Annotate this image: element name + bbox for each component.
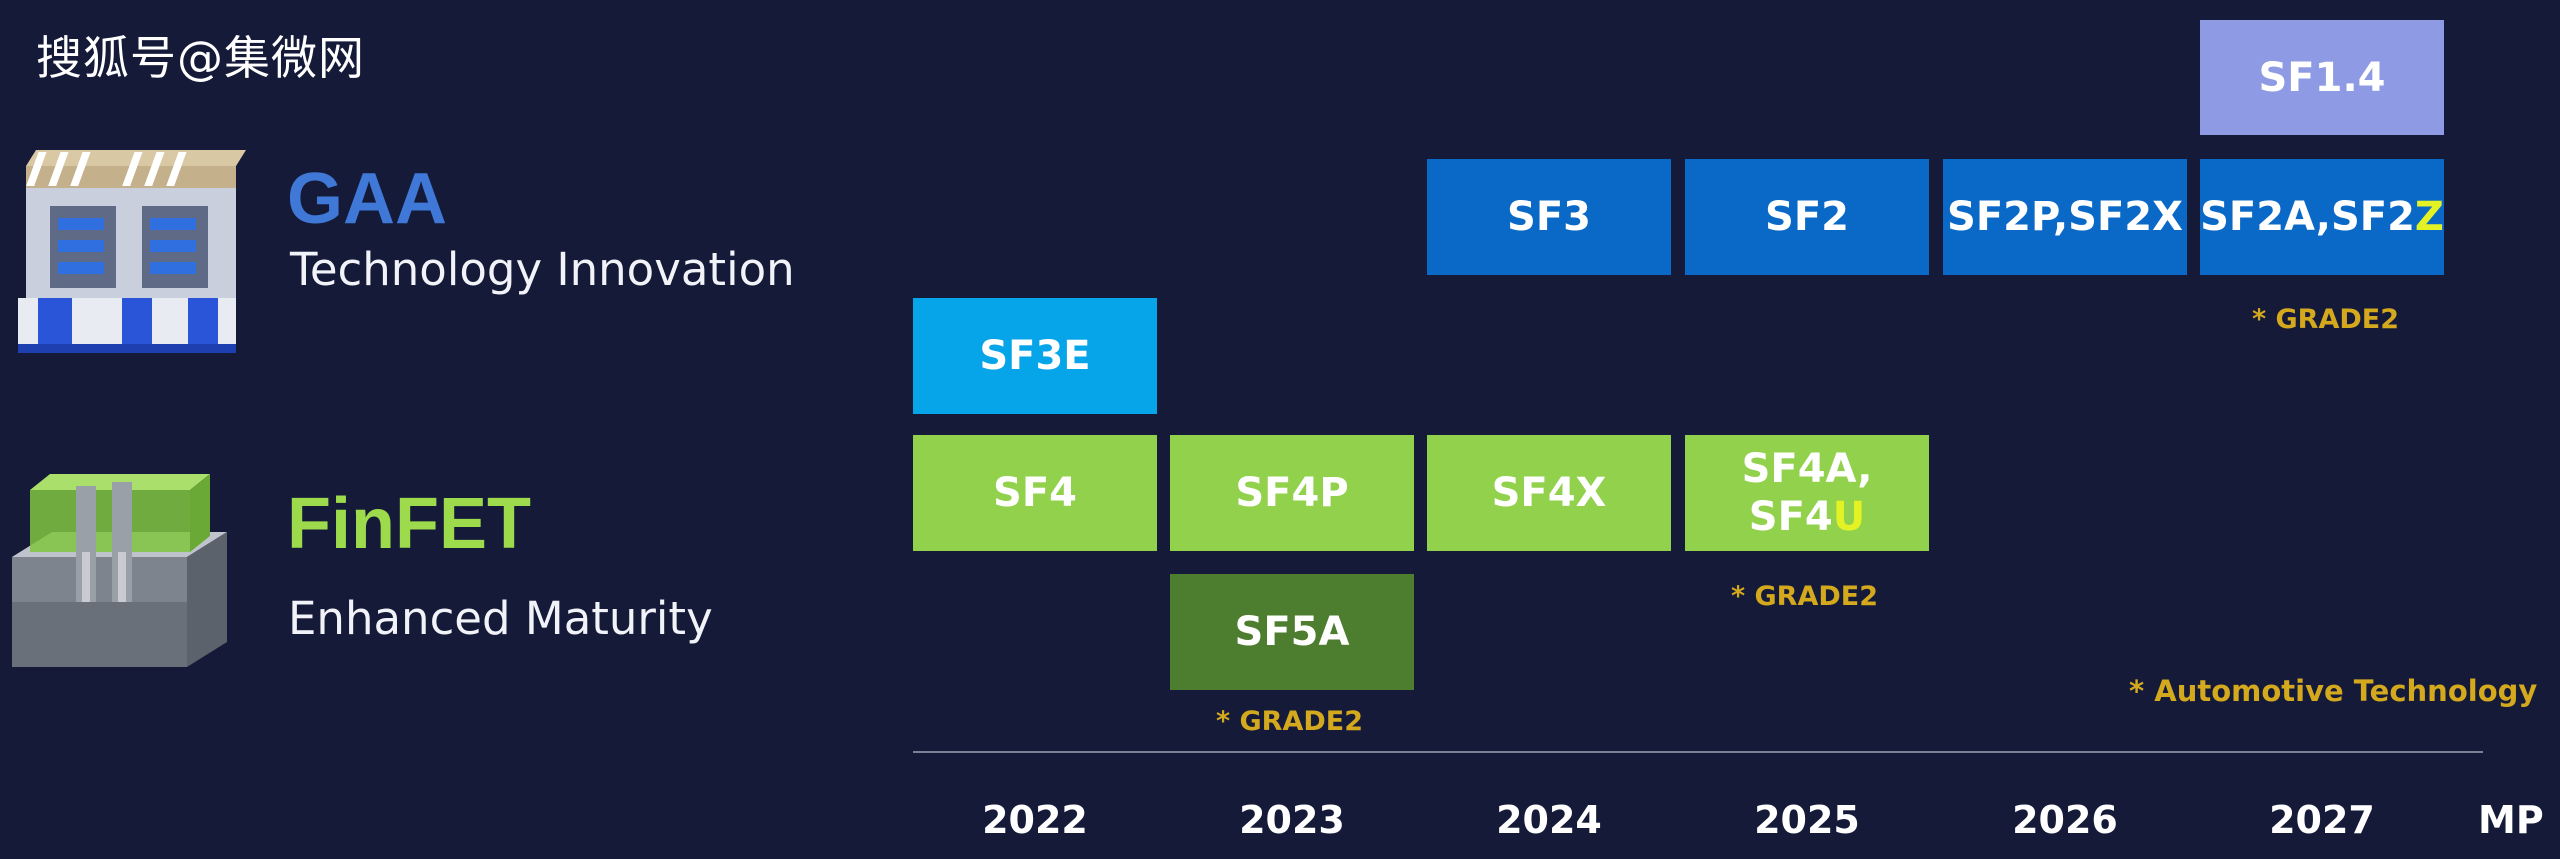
note-automotive: * Automotive Technology (2129, 674, 2538, 708)
node-sf2-label: SF2 (1765, 194, 1849, 240)
node-sf1-4: SF1.4 (2200, 20, 2444, 135)
gaa-title: GAA (287, 159, 447, 239)
node-sf2a-suffix: Z (2414, 194, 2444, 240)
node-sf1-4-label: SF1.4 (2258, 54, 2386, 101)
node-sf2p-sf2x: SF2P,SF2X (1943, 159, 2187, 275)
year-2025: 2025 (1754, 798, 1860, 842)
node-sf4a-sf4u: SF4A, SF4U (1685, 435, 1929, 551)
node-sf3e: SF3E (913, 298, 1157, 414)
node-sf4a-line2-suffix: U (1832, 494, 1866, 540)
mp-label: MP (2478, 798, 2544, 842)
note-grade2-sf4a: * GRADE2 (1731, 581, 1879, 612)
gaa-subtitle: Technology Innovation (290, 243, 795, 296)
watermark: 搜狐号@集微网 (36, 31, 365, 85)
gaa-transistor-icon (18, 150, 246, 353)
node-sf2a-sf2z: SF2A,SF2Z (2200, 159, 2444, 275)
node-sf3: SF3 (1427, 159, 1671, 275)
node-sf4x-label: SF4X (1491, 470, 1607, 516)
node-sf4x: SF4X (1427, 435, 1671, 551)
node-sf4p: SF4P (1170, 435, 1414, 551)
node-sf2a-sf2z-label: SF2A,SF2Z (2200, 193, 2444, 241)
node-sf2: SF2 (1685, 159, 1929, 275)
year-2027: 2027 (2269, 798, 2375, 842)
finfet-subtitle: Enhanced Maturity (288, 592, 713, 645)
node-sf5a-label: SF5A (1234, 609, 1350, 655)
node-sf4-label: SF4 (993, 470, 1077, 516)
year-2024: 2024 (1496, 798, 1602, 842)
node-sf4p-label: SF4P (1235, 470, 1349, 516)
node-sf4a-line1: SF4A, (1741, 446, 1873, 492)
finfet-title: FinFET (287, 484, 531, 564)
year-2022: 2022 (982, 798, 1088, 842)
node-sf2a-main: SF2A,SF2 (2200, 194, 2415, 240)
node-sf4a-line2-main: SF4 (1748, 494, 1833, 540)
node-sf4: SF4 (913, 435, 1157, 551)
node-sf4a-line2: SF4U (1749, 493, 1865, 541)
node-sf2p-sf2x-label: SF2P,SF2X (1947, 194, 2183, 240)
node-sf3-label: SF3 (1507, 194, 1591, 240)
node-sf3e-label: SF3E (979, 333, 1091, 379)
year-2023: 2023 (1239, 798, 1345, 842)
timeline-axis (913, 751, 2483, 753)
finfet-transistor-icon (12, 474, 227, 667)
note-grade2-sf5a: * GRADE2 (1216, 706, 1364, 737)
node-sf5a: SF5A (1170, 574, 1414, 690)
note-grade2-sf2a: * GRADE2 (2252, 304, 2400, 335)
year-2026: 2026 (2012, 798, 2118, 842)
